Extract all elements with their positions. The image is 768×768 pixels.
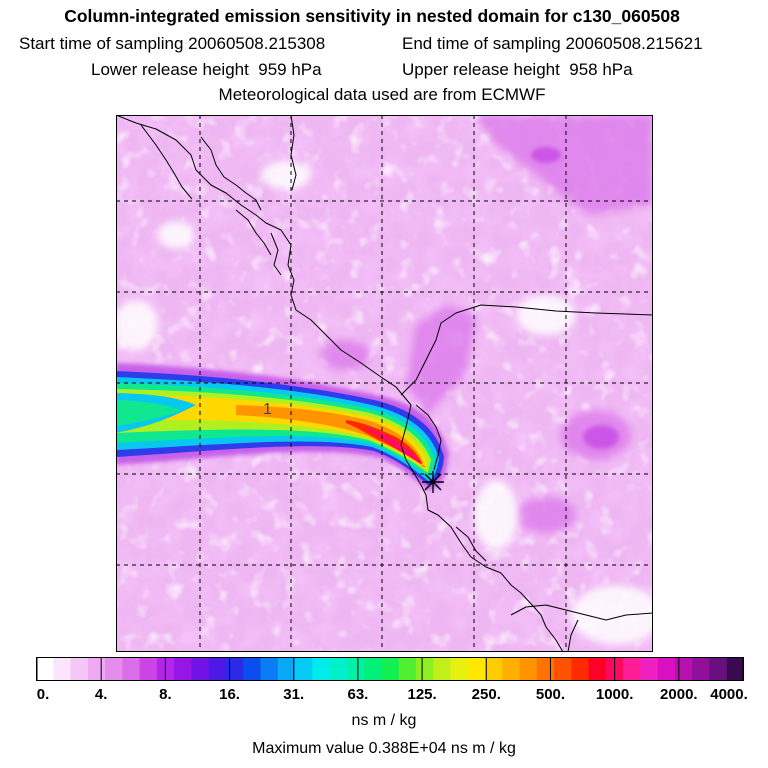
- colorbar-swatch: [450, 657, 469, 681]
- colorbar-swatch: [208, 657, 227, 681]
- colorbar-swatch: [36, 657, 54, 681]
- colorbar-swatch: [726, 657, 744, 681]
- maximum-value-label: Maximum value 0.388E+04 ns m / kg: [252, 740, 516, 757]
- colorbar-swatch: [277, 657, 296, 681]
- colorbar-swatch: [433, 657, 452, 681]
- colorbar-swatch: [243, 657, 262, 681]
- white-patch-6: [261, 161, 311, 189]
- plot-title: Column-integrated emission sensitivity i…: [64, 6, 680, 26]
- colorbar-swatch: [467, 657, 486, 681]
- coastline: [116, 115, 653, 652]
- colorbar-swatch: [484, 657, 503, 681]
- white-patch-3: [116, 300, 158, 350]
- colorbar-swatch: [623, 657, 641, 681]
- colorbar-swatch: [70, 657, 89, 681]
- purple-patches: [321, 115, 653, 533]
- colorbar-border: [36, 657, 744, 681]
- sensitivity-map: 1: [116, 115, 653, 652]
- colorbar-tick-label: 125.: [407, 686, 437, 703]
- colorbar-swatch: [657, 657, 676, 681]
- colorbar-swatch: [329, 657, 348, 681]
- plume-green-west: [116, 400, 181, 426]
- colorbar-swatch: [588, 657, 607, 681]
- meteo-source-label: Meteorological data used are from ECMWF: [218, 85, 546, 104]
- white-patch-4: [571, 585, 653, 645]
- white-patch-5: [158, 221, 194, 249]
- colorbar-tick-label: 2000.: [660, 686, 698, 703]
- dark-patch-ne: [531, 147, 561, 163]
- colorbar-tick-label: 1000.: [595, 686, 634, 703]
- colorbar-swatch: [295, 657, 313, 681]
- plume-band-core: [366, 427, 422, 464]
- sensitivity-plume: [116, 363, 449, 490]
- colorbar-swatch: [674, 657, 693, 681]
- colorbar-swatch: [122, 657, 141, 681]
- dark-patch-east: [583, 425, 619, 449]
- colorbar-tick-label: 0.: [36, 686, 50, 703]
- plume-band-red: [346, 420, 425, 467]
- upper-release-label: Upper release height 958 hPa: [402, 60, 633, 79]
- colorbar-swatch: [364, 657, 382, 681]
- colorbar-tick-label: 63.: [347, 686, 369, 703]
- colorbar-swatch: [191, 657, 210, 681]
- colorbar-tick-label: 16.: [219, 686, 240, 703]
- colorbar-tick-label: 4000.: [710, 686, 748, 703]
- start-time-label: Start time of sampling 20060508.215308: [19, 34, 326, 53]
- colorbar-swatch: [571, 657, 590, 681]
- white-patch-1: [474, 480, 518, 550]
- colorbar-swatch: [312, 657, 331, 681]
- colorbar-swatch: [225, 657, 244, 681]
- colorbar-swatch: [174, 657, 193, 681]
- colorbar-swatch: [139, 657, 158, 681]
- colorbar-swatch: [692, 657, 711, 681]
- colorbar-swatch: [53, 657, 72, 681]
- colorbar-swatch: [536, 657, 555, 681]
- colorbar-swatch: [105, 657, 123, 681]
- colorbar-swatch: [502, 657, 521, 681]
- colorbar-swatch: [415, 657, 434, 681]
- colorbar-swatch: [260, 657, 279, 681]
- colorbar-tick-label: 8.: [159, 686, 172, 703]
- colorbar-swatch: [519, 657, 538, 681]
- colorbar-tick-label: 250.: [471, 686, 501, 703]
- colorbar-swatch: [640, 657, 659, 681]
- plume-band-yellow: [136, 395, 427, 470]
- colorbar-swatch: [381, 657, 400, 681]
- white-patch-2: [516, 295, 576, 335]
- grid-lines: [116, 115, 653, 652]
- colorbar: [36, 657, 744, 681]
- colorbar-swatch: [554, 657, 572, 681]
- gulf-coast: [400, 304, 653, 396]
- colorbar-swatch: [398, 657, 417, 681]
- colorbar-swatch: [346, 657, 365, 681]
- south-coast: [510, 604, 653, 621]
- release-point-asterisk: [422, 471, 444, 493]
- colorbar-tick-label: 31.: [283, 686, 305, 703]
- map-border: [116, 115, 653, 652]
- colorbar-unit: ns m / kg: [351, 712, 417, 729]
- colorbar-swatch: [709, 657, 728, 681]
- colorbar-tick-label: 500.: [535, 686, 566, 703]
- lower-release-label: Lower release height 959 hPa: [91, 60, 322, 79]
- end-time-label: End time of sampling 20060508.215621: [402, 34, 703, 53]
- colorbar-swatch: [87, 657, 106, 681]
- contour-label: 1: [263, 401, 272, 418]
- colorbar-tick-label: 4.: [94, 686, 108, 703]
